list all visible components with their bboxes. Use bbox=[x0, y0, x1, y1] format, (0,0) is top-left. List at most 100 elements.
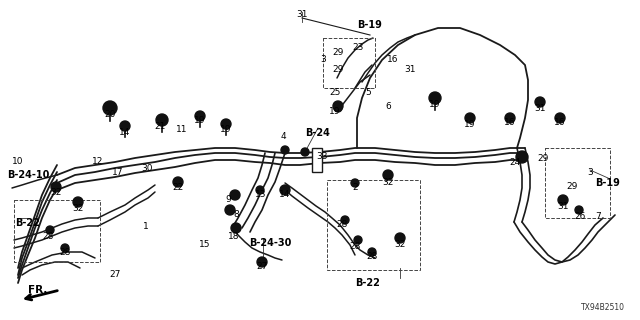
Text: 28: 28 bbox=[336, 220, 348, 229]
Text: B-22: B-22 bbox=[356, 278, 380, 288]
Text: 26: 26 bbox=[574, 212, 586, 221]
Text: 5: 5 bbox=[365, 88, 371, 97]
Circle shape bbox=[368, 248, 376, 256]
Circle shape bbox=[558, 195, 568, 205]
Text: 20: 20 bbox=[104, 110, 116, 119]
Text: 16: 16 bbox=[387, 55, 399, 64]
Text: 6: 6 bbox=[385, 102, 391, 111]
Circle shape bbox=[280, 185, 290, 195]
Bar bbox=[14, 200, 100, 262]
Circle shape bbox=[429, 92, 441, 104]
Circle shape bbox=[103, 101, 117, 115]
Circle shape bbox=[281, 146, 289, 154]
Text: 29: 29 bbox=[538, 154, 548, 163]
Text: 7: 7 bbox=[595, 212, 601, 221]
Text: B-24: B-24 bbox=[305, 128, 330, 138]
Circle shape bbox=[334, 104, 342, 112]
Text: 31: 31 bbox=[534, 104, 546, 113]
Text: 10: 10 bbox=[12, 157, 24, 166]
Text: 1: 1 bbox=[143, 222, 149, 231]
Text: 11: 11 bbox=[176, 125, 188, 134]
Text: 23: 23 bbox=[352, 43, 364, 52]
Circle shape bbox=[231, 223, 241, 233]
Text: 29: 29 bbox=[332, 48, 344, 57]
Text: 28: 28 bbox=[60, 248, 70, 257]
Text: 27: 27 bbox=[109, 270, 121, 279]
Circle shape bbox=[383, 170, 393, 180]
Text: 28: 28 bbox=[349, 242, 361, 251]
Text: 24: 24 bbox=[509, 158, 520, 167]
Text: B-19: B-19 bbox=[358, 20, 383, 30]
Circle shape bbox=[575, 206, 583, 214]
Text: 14: 14 bbox=[119, 128, 131, 137]
Text: 30: 30 bbox=[141, 164, 153, 173]
Circle shape bbox=[51, 182, 61, 192]
Circle shape bbox=[156, 114, 168, 126]
Bar bbox=[545, 148, 610, 218]
Text: 9: 9 bbox=[225, 195, 231, 204]
Circle shape bbox=[301, 148, 309, 156]
Text: 31: 31 bbox=[404, 65, 416, 74]
Text: 32: 32 bbox=[72, 204, 84, 213]
Text: 16: 16 bbox=[554, 118, 566, 127]
Circle shape bbox=[173, 177, 183, 187]
Text: 8: 8 bbox=[233, 210, 239, 219]
Circle shape bbox=[555, 113, 565, 123]
Text: 32: 32 bbox=[394, 240, 406, 249]
Text: 18: 18 bbox=[228, 232, 240, 241]
Circle shape bbox=[221, 119, 231, 129]
Circle shape bbox=[354, 236, 362, 244]
Text: 19: 19 bbox=[464, 120, 476, 129]
Circle shape bbox=[505, 113, 515, 123]
Circle shape bbox=[465, 113, 475, 123]
Text: 3: 3 bbox=[320, 55, 326, 64]
Text: 19: 19 bbox=[195, 116, 205, 125]
Text: 29: 29 bbox=[566, 182, 578, 191]
Circle shape bbox=[257, 257, 267, 267]
Circle shape bbox=[61, 244, 69, 252]
Text: 3: 3 bbox=[587, 168, 593, 177]
Text: FR.: FR. bbox=[28, 285, 48, 295]
Text: 27: 27 bbox=[256, 262, 268, 271]
Circle shape bbox=[256, 186, 264, 194]
Text: 16: 16 bbox=[504, 118, 516, 127]
Text: TX94B2510: TX94B2510 bbox=[581, 303, 625, 312]
Text: 31: 31 bbox=[557, 202, 569, 211]
Circle shape bbox=[195, 111, 205, 121]
Text: 17: 17 bbox=[112, 168, 124, 177]
Circle shape bbox=[225, 205, 235, 215]
Text: B-22: B-22 bbox=[15, 218, 40, 228]
Circle shape bbox=[73, 197, 83, 207]
Text: 25: 25 bbox=[330, 88, 340, 97]
Text: 21: 21 bbox=[154, 122, 166, 131]
Circle shape bbox=[46, 226, 54, 234]
Text: 31: 31 bbox=[296, 10, 308, 19]
Text: 33: 33 bbox=[316, 152, 328, 161]
Text: 19: 19 bbox=[220, 125, 232, 134]
Bar bbox=[312, 148, 322, 172]
Text: 28: 28 bbox=[366, 252, 378, 261]
Circle shape bbox=[230, 190, 240, 200]
Text: 15: 15 bbox=[199, 240, 211, 249]
Text: B-24-30: B-24-30 bbox=[249, 238, 291, 248]
Text: 29: 29 bbox=[332, 65, 344, 74]
Text: 12: 12 bbox=[92, 157, 104, 166]
Text: 4: 4 bbox=[280, 132, 286, 141]
Bar bbox=[323, 38, 375, 88]
Circle shape bbox=[120, 121, 130, 131]
Text: 2: 2 bbox=[352, 183, 358, 192]
Circle shape bbox=[351, 179, 359, 187]
Text: 32: 32 bbox=[382, 178, 394, 187]
Text: 13: 13 bbox=[255, 190, 267, 199]
Text: 22: 22 bbox=[172, 183, 184, 192]
Circle shape bbox=[395, 233, 405, 243]
Circle shape bbox=[535, 97, 545, 107]
Text: 28: 28 bbox=[42, 232, 54, 241]
Text: 14: 14 bbox=[279, 190, 291, 199]
Circle shape bbox=[516, 151, 528, 163]
Text: 19: 19 bbox=[329, 107, 340, 116]
Text: B-19: B-19 bbox=[596, 178, 620, 188]
Circle shape bbox=[333, 101, 343, 111]
Circle shape bbox=[341, 216, 349, 224]
Text: B-24-10: B-24-10 bbox=[7, 170, 49, 180]
